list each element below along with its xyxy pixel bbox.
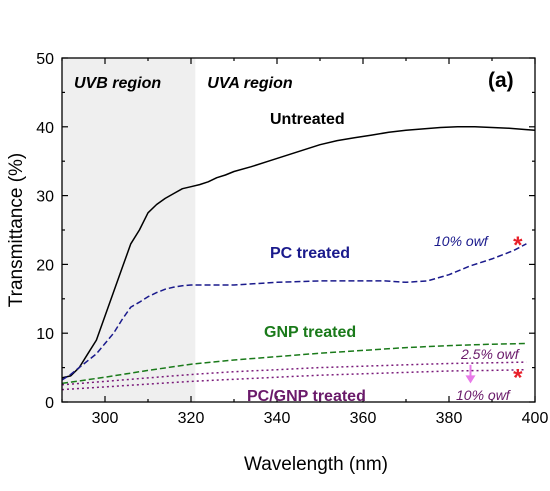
label-pcgnp-treated: PC/GNP treated — [247, 388, 366, 405]
x-tick-label: 320 — [178, 410, 205, 427]
concentration-arrowhead — [465, 375, 476, 384]
y-axis-title: Transmittance (%) — [6, 153, 27, 308]
label-pcgnp-conc-low: 2.5% owf — [460, 346, 521, 362]
y-tick-label: 50 — [36, 51, 54, 68]
y-tick-label: 10 — [36, 326, 54, 343]
label-pc-conc: 10% owf — [434, 233, 490, 249]
pcgnp-asterisk: * — [513, 365, 523, 392]
label-gnp-treated: GNP treated — [264, 324, 356, 341]
pc-asterisk: * — [513, 232, 523, 259]
x-tick-label: 380 — [436, 410, 463, 427]
y-tick-label: 20 — [36, 257, 54, 274]
x-tick-label: 360 — [350, 410, 377, 427]
series-line-2 — [61, 342, 527, 385]
panel-label: (a) — [488, 69, 514, 92]
x-tick-label: 300 — [92, 410, 119, 427]
uvb-shaded-region — [62, 58, 196, 402]
x-tick-label: 340 — [264, 410, 291, 427]
series-line-1 — [61, 243, 527, 381]
region-label-0: UVB region — [74, 75, 161, 92]
label-pcgnp-conc-high: 10% owf — [456, 387, 512, 403]
y-tick-label: 30 — [36, 189, 54, 206]
series-line-4 — [61, 368, 527, 391]
label-pc-treated: PC treated — [270, 245, 350, 262]
y-tick-label: 0 — [45, 395, 54, 412]
x-tick-label: 400 — [522, 410, 549, 427]
y-tick-label: 40 — [36, 120, 54, 137]
x-axis-title: Wavelength (nm) — [244, 454, 388, 475]
label-untreated: Untreated — [270, 111, 345, 128]
region-label-1: UVA region — [207, 75, 293, 92]
series-line-0 — [61, 126, 536, 379]
